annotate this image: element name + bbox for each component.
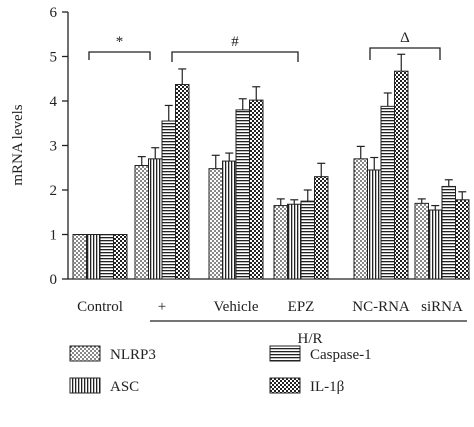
legend: NLRP3 Caspase-1 ASC IL-1β bbox=[69, 345, 372, 395]
y-tick-label: 5 bbox=[50, 50, 58, 66]
bar bbox=[235, 109, 250, 280]
legend-label: IL-1β bbox=[310, 379, 344, 395]
legend-label: NLRP3 bbox=[110, 347, 156, 363]
hr-group-label: H/R bbox=[297, 331, 322, 347]
y-tick-label: 3 bbox=[50, 139, 58, 155]
bar bbox=[287, 203, 302, 280]
legend-swatch bbox=[69, 377, 101, 394]
category-label: NC-RNA bbox=[352, 299, 410, 315]
bar bbox=[72, 234, 87, 280]
bar bbox=[148, 158, 163, 280]
y-tick-label: 1 bbox=[50, 228, 58, 244]
legend-label: Caspase-1 bbox=[310, 347, 372, 363]
bar bbox=[314, 176, 329, 280]
bar bbox=[175, 84, 190, 280]
bar bbox=[300, 200, 315, 280]
bar bbox=[380, 105, 395, 280]
significance-label: * bbox=[116, 34, 124, 50]
y-axis-label: mRNA levels bbox=[10, 104, 26, 185]
category-label: + bbox=[158, 299, 166, 315]
bar bbox=[86, 234, 101, 280]
bar bbox=[394, 70, 409, 280]
significance-bracket bbox=[369, 47, 441, 60]
bar bbox=[441, 185, 456, 280]
bar bbox=[249, 99, 264, 280]
legend-swatch bbox=[269, 377, 301, 394]
bar bbox=[134, 165, 149, 280]
significance-bracket bbox=[88, 51, 151, 60]
bar bbox=[353, 158, 368, 280]
significance-label: # bbox=[231, 34, 239, 50]
significance-bracket bbox=[171, 51, 299, 62]
significance-brackets: * # Δ bbox=[88, 30, 441, 62]
legend-label: ASC bbox=[110, 379, 139, 395]
bar bbox=[161, 120, 176, 280]
bar bbox=[273, 205, 288, 280]
bar bbox=[367, 169, 382, 280]
bar bbox=[113, 234, 128, 280]
legend-swatch bbox=[269, 345, 301, 362]
bar bbox=[414, 202, 429, 280]
legend-swatch bbox=[69, 345, 101, 362]
y-tick-label: 4 bbox=[50, 94, 58, 110]
category-label: Control bbox=[77, 299, 123, 315]
y-tick-label: 0 bbox=[50, 272, 58, 288]
y-tick-label: 2 bbox=[50, 183, 58, 199]
bar bbox=[208, 168, 223, 280]
bar bbox=[222, 160, 237, 280]
category-label: EPZ bbox=[288, 299, 315, 315]
category-label: siRNA bbox=[421, 299, 463, 315]
bar bbox=[428, 209, 443, 280]
bar bbox=[455, 199, 470, 280]
significance-label: Δ bbox=[400, 30, 410, 46]
category-label: Vehicle bbox=[214, 299, 259, 315]
bars: Control + Vehicle EPZ NC-RNA siRNA bbox=[72, 53, 470, 315]
bar bbox=[99, 234, 114, 280]
y-tick-label: 6 bbox=[50, 5, 58, 21]
